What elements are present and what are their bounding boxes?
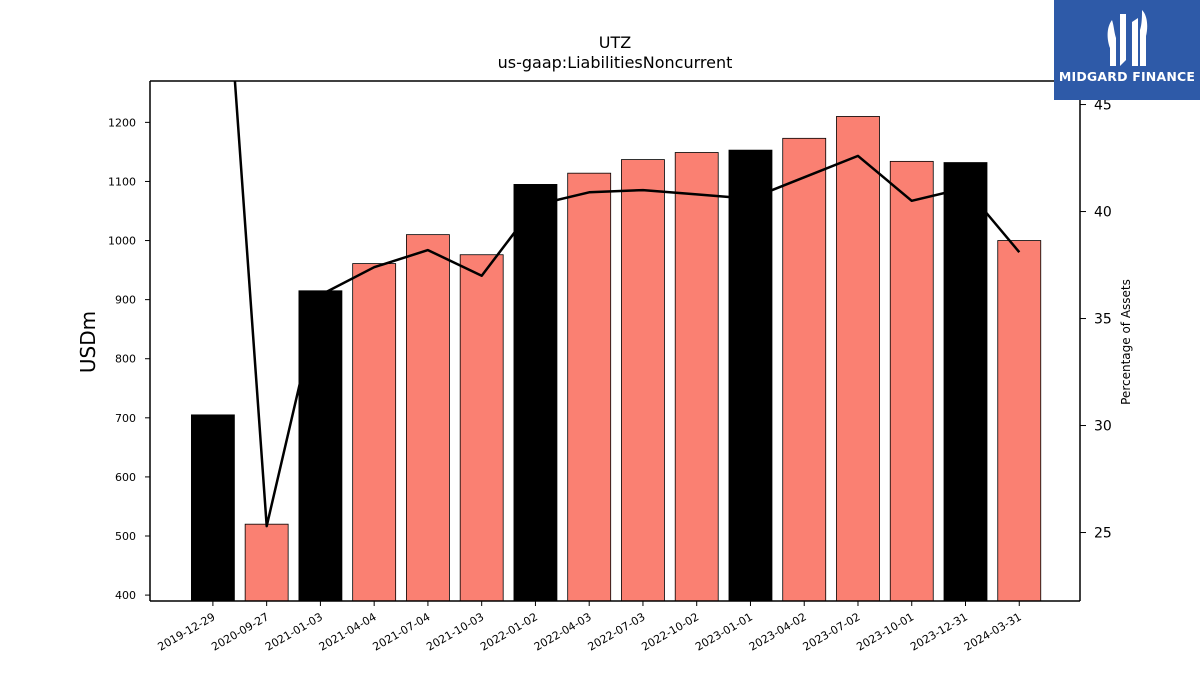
x-tick-label-2023-10-01: 2023-10-01	[854, 610, 916, 653]
y2-tick-label-45: 45	[1094, 98, 1112, 114]
y-tick-label-600: 600	[115, 471, 136, 484]
bar-2023-01-01	[728, 149, 773, 602]
x-tick-label-2023-01-01: 2023-01-01	[693, 610, 755, 653]
bar-2023-10-01	[889, 160, 934, 602]
bar-2019-12-29	[190, 414, 235, 602]
x-tick-label-2021-10-03: 2021-10-03	[424, 610, 486, 653]
y-tick-label-1200: 1200	[108, 116, 136, 129]
x-tick-label-2022-01-02: 2022-01-02	[478, 610, 540, 653]
bar-2021-07-04	[406, 234, 450, 602]
y2-axis-label: Percentage of Assets	[1119, 279, 1133, 405]
bar-2022-07-03	[621, 159, 665, 602]
x-tick-label-2021-01-03: 2021-01-03	[263, 610, 325, 653]
bar-2022-10-02	[674, 152, 719, 602]
bar-2021-01-03	[298, 290, 343, 602]
chart-title: UTZ	[599, 33, 631, 52]
brand-name: MIDGARD FINANCE	[1058, 69, 1196, 84]
y2-tick-label-25: 25	[1094, 526, 1112, 542]
midgard-logo-icon	[1107, 10, 1148, 66]
bar-2023-04-02	[782, 137, 827, 602]
bar-2021-04-04	[352, 263, 397, 602]
percentage-line	[233, 81, 1021, 528]
y2-tick-label-40: 40	[1094, 205, 1112, 221]
bar-2024-03-31	[997, 240, 1042, 602]
y-tick-label-700: 700	[115, 412, 136, 425]
y-tick-label-500: 500	[115, 530, 136, 543]
x-tick-label-2020-09-27: 2020-09-27	[209, 610, 271, 653]
y-tick-label-1100: 1100	[108, 175, 136, 188]
x-tick-label-2024-03-31: 2024-03-31	[962, 610, 1024, 653]
chart-subtitle: us-gaap:LiabilitiesNoncurrent	[498, 53, 733, 72]
bar-2020-09-27	[244, 523, 289, 602]
y-tick-label-900: 900	[115, 294, 136, 307]
y-axis-label: USDm	[76, 311, 100, 373]
bar-2022-01-02	[513, 184, 558, 602]
x-tick-label-2021-04-04: 2021-04-04	[317, 610, 379, 653]
x-tick-label-2022-07-03: 2022-07-03	[586, 610, 648, 653]
y-tick-label-400: 400	[115, 589, 136, 602]
y2-tick-label-35: 35	[1094, 312, 1112, 328]
x-tick-label-2023-07-02: 2023-07-02	[801, 610, 863, 653]
y-tick-label-800: 800	[115, 353, 136, 366]
x-tick-label-2022-04-03: 2022-04-03	[532, 610, 594, 653]
plot-area: 400 500 600 700 800 900 1000 1100 1200 25 30 35 40 45…	[108, 80, 1112, 654]
x-tick-label-2022-10-02: 2022-10-02	[639, 610, 701, 653]
bar-2021-10-03	[459, 254, 504, 602]
x-tick-label-2023-12-31: 2023-12-31	[908, 610, 970, 653]
bar-2023-12-31	[943, 162, 988, 602]
x-tick-label-2023-04-02: 2023-04-02	[747, 610, 809, 653]
x-tick-label-2019-12-29: 2019-12-29	[156, 610, 218, 653]
brand-logo: MIDGARD FINANCE	[1054, 0, 1200, 100]
y2-tick-label-30: 30	[1094, 419, 1112, 435]
bar-2022-04-03	[567, 172, 612, 602]
x-tick-label-2021-07-04: 2021-07-04	[371, 610, 433, 653]
y-tick-label-1000: 1000	[108, 235, 136, 248]
bar-2023-07-02	[836, 116, 880, 602]
